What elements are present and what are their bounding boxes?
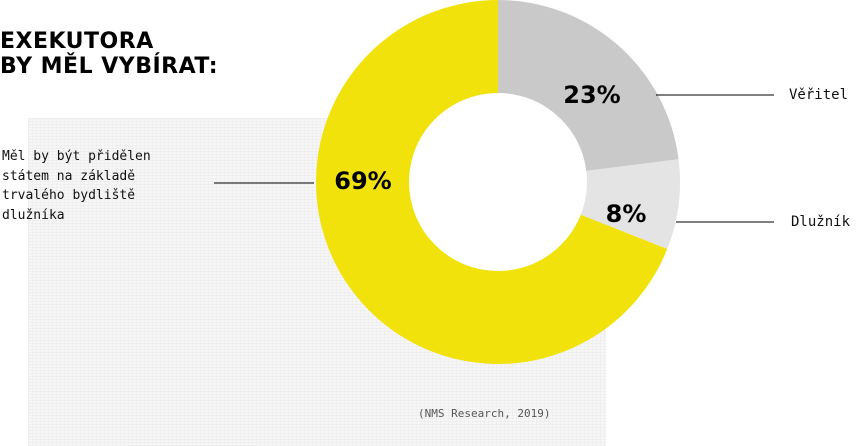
chart-title: EXEKUTORA BY MĚL VYBÍRAT: bbox=[0, 29, 218, 79]
legend-label-stat-line-4: dlužníka bbox=[2, 207, 65, 223]
chart-title-line-1: EXEKUTORA bbox=[0, 29, 154, 54]
value-label-stat: 69% bbox=[334, 167, 391, 195]
legend-label-stat-line-2: státem na základě bbox=[2, 168, 136, 184]
chart-title-line-2: BY MĚL VYBÍRAT: bbox=[0, 54, 219, 79]
source-note: (NMS Research, 2019) bbox=[418, 407, 551, 420]
legend-label-stat-line-3: trvalého bydliště bbox=[2, 188, 136, 203]
value-label-veritel: 23% bbox=[563, 81, 620, 109]
legend-label-dluznik: Dlužník bbox=[791, 214, 851, 230]
donut-hole bbox=[409, 93, 587, 271]
legend-label-stat: Měl by být přidělen státem na základě tr… bbox=[2, 147, 151, 225]
value-label-dluznik: 8% bbox=[606, 200, 647, 228]
legend-label-stat-line-1: Měl by být přidělen bbox=[2, 149, 151, 164]
legend-label-veritel: Věřitel bbox=[789, 87, 849, 103]
